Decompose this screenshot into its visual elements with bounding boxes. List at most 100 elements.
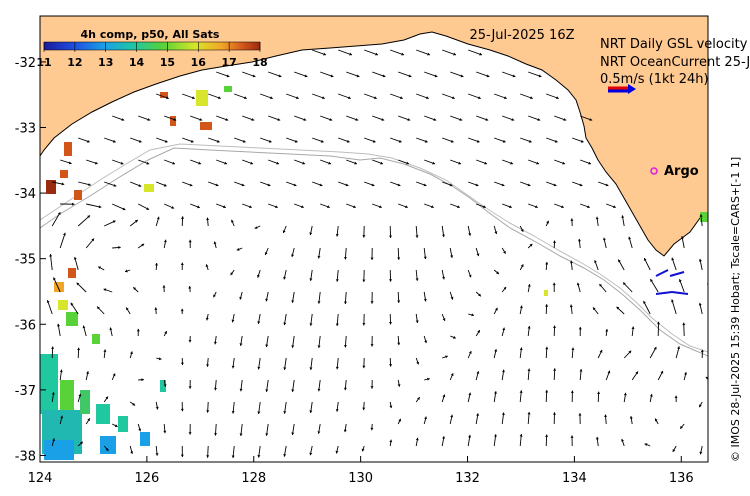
current-vector-head (442, 436, 445, 439)
current-vector-shaft (112, 203, 126, 211)
current-vector-head (77, 347, 81, 351)
current-vector-head (180, 362, 184, 365)
current-vector-head (257, 321, 261, 324)
current-vector-head (301, 205, 304, 209)
current-vector-head (218, 96, 221, 100)
current-vector-head (475, 183, 479, 187)
current-vector-head (570, 218, 574, 221)
current-vector-head (335, 450, 339, 454)
current-vector-head (283, 322, 287, 326)
current-vector-head (680, 236, 684, 239)
current-vector-head (406, 161, 409, 165)
current-vector-head (621, 215, 625, 218)
current-vector-head (309, 278, 313, 281)
current-vector-head (408, 74, 412, 78)
current-vector-head (593, 307, 596, 311)
current-vector-head (362, 323, 366, 326)
current-vector-head (519, 434, 523, 437)
current-vector-head (214, 433, 218, 436)
current-vector-head (671, 257, 675, 261)
current-vector-head (519, 305, 523, 309)
current-vector-head (138, 428, 142, 432)
current-vector-head (73, 257, 77, 260)
current-vector-head (141, 378, 144, 382)
current-vector-head (556, 96, 559, 100)
current-vector-head (519, 347, 523, 351)
current-vector-head (415, 235, 419, 238)
current-vector-head (205, 264, 209, 267)
current-vector-head (189, 183, 193, 187)
current-vector-head (700, 349, 704, 353)
current-vector-head (86, 371, 90, 374)
current-vector-head (344, 345, 347, 348)
current-vector-head (225, 118, 229, 121)
current-vector-head (698, 302, 702, 306)
x-tick-label: 130 (348, 471, 373, 486)
current-vector-head (370, 257, 374, 260)
current-vector-head (502, 369, 505, 373)
current-vector-head (563, 118, 567, 121)
current-vector-head (433, 118, 437, 121)
current-vector-head (595, 436, 599, 440)
current-vector-head (527, 412, 531, 415)
current-vector-head (231, 219, 234, 223)
x-tick-label: 128 (241, 471, 266, 486)
current-vector-head (434, 74, 438, 78)
current-vector-head (257, 366, 261, 370)
current-vector-head (146, 207, 150, 210)
current-vector-head (199, 118, 203, 121)
current-vector-head (427, 52, 430, 56)
current-vector-head (327, 205, 330, 209)
current-vector-head (374, 96, 377, 100)
current-vector-head (545, 434, 549, 437)
current-vector-head (51, 346, 55, 349)
current-vector-head (349, 52, 352, 56)
current-vector-head (52, 438, 56, 442)
current-vector-head (126, 307, 129, 311)
current-vector-head (265, 389, 269, 392)
current-vector-head (468, 233, 472, 236)
current-vector-head (416, 361, 420, 365)
current-vector-head (578, 238, 581, 242)
current-vector-head (486, 74, 490, 78)
current-vector-head (317, 255, 321, 259)
current-vector-head (678, 279, 682, 282)
current-vector-head (239, 433, 243, 436)
current-vector-head (623, 392, 627, 396)
colorbar-tick-label: 11 (36, 56, 51, 69)
current-vector-head (355, 118, 359, 121)
current-vector-head (109, 327, 113, 331)
current-vector-head (188, 432, 192, 435)
current-vector-head (105, 396, 108, 400)
current-vector-head (699, 451, 703, 455)
current-vector-head (291, 300, 295, 303)
current-vector-head (684, 372, 687, 375)
current-vector-head (503, 287, 507, 290)
fast-current-vectors (655, 269, 689, 295)
current-vector-shaft (671, 299, 677, 315)
current-vector-head (49, 254, 53, 257)
current-vector-head (458, 161, 461, 165)
current-vector-head (188, 386, 192, 389)
current-vector-shaft (709, 424, 711, 432)
current-vector-head (417, 397, 420, 400)
current-vector-head (91, 238, 95, 242)
current-vector-head (588, 161, 591, 165)
current-vector-head (426, 96, 429, 100)
current-vector-head (553, 240, 556, 243)
current-vector-head (252, 74, 256, 78)
current-vector-head (57, 212, 61, 215)
current-vector-head (450, 414, 454, 418)
current-vector-head (257, 455, 261, 458)
current-vector-head (213, 241, 217, 245)
current-vector-head (613, 205, 616, 209)
current-vector-head (87, 139, 90, 143)
current-vector-head (589, 118, 593, 121)
current-vector-head (192, 96, 195, 100)
colorbar-tick-label: 12 (67, 56, 82, 69)
current-vector-head (362, 407, 366, 411)
current-vector-head (278, 74, 282, 78)
current-vector-shaft (51, 211, 61, 227)
current-vector-head (335, 409, 339, 412)
current-vector-head (317, 388, 321, 392)
